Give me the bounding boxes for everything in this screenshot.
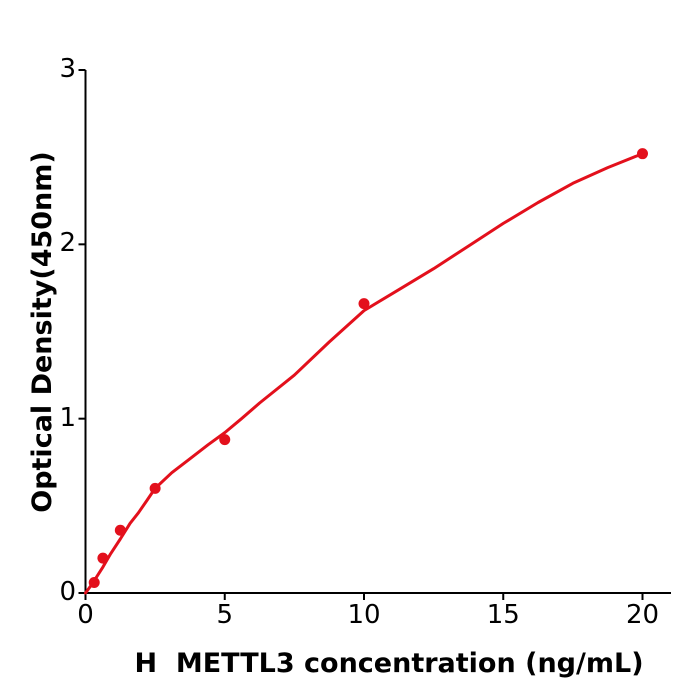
data-point (97, 552, 109, 564)
y-tick-label: 3 (59, 54, 76, 85)
x-tick-label: 5 (216, 600, 234, 630)
axes-spines (84, 70, 671, 594)
y-tick-label: 1 (59, 402, 76, 433)
data-point (149, 482, 161, 494)
data-point (358, 298, 370, 310)
x-tick-label: 15 (486, 600, 520, 630)
data-point (219, 434, 231, 446)
x-axis-title: H METTL3 concentration (ng/mL) (134, 648, 644, 680)
data-point (114, 524, 126, 536)
data-point (637, 148, 648, 160)
y-axis-title: Optical Density(450nm) (27, 151, 59, 513)
fit-curve (84, 152, 644, 595)
y-tick-label: 0 (59, 577, 76, 608)
x-tick-label: 20 (625, 600, 660, 630)
y-tick-label: 2 (59, 228, 76, 259)
x-tick-label: 10 (347, 600, 381, 630)
data-point (88, 577, 100, 589)
x-tick-label: 0 (77, 600, 94, 630)
